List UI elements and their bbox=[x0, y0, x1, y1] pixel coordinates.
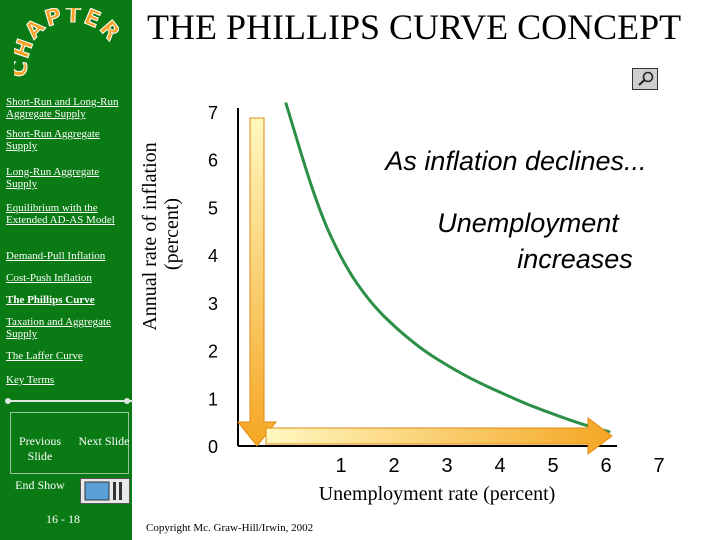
y-tick-label: 4 bbox=[208, 246, 218, 266]
y-axis-label: Annual rate of inflation (percent) bbox=[139, 137, 183, 330]
end-show-icon[interactable] bbox=[80, 478, 130, 504]
nav-item-taxation[interactable]: Taxation and Aggregate Supply bbox=[6, 316, 111, 340]
y-tick-label: 6 bbox=[208, 151, 218, 171]
nav-divider-dot-right bbox=[124, 398, 130, 404]
nav-item-cost-push[interactable]: Cost-Push Inflation bbox=[6, 272, 92, 284]
chapter-logo: CHAPTER bbox=[14, 8, 124, 79]
x-tick-label: 3 bbox=[441, 455, 452, 477]
slide-title: THE PHILLIPS CURVE CONCEPT bbox=[147, 7, 682, 47]
nav-divider-dot-left bbox=[5, 398, 11, 404]
x-tick-label: 2 bbox=[388, 455, 399, 477]
x-tick-label: 1 bbox=[335, 455, 346, 477]
y-tick-label: 2 bbox=[208, 342, 218, 362]
next-slide-button[interactable]: Next Slide bbox=[78, 434, 130, 448]
nav-item-short-long-run-as[interactable]: Short-Run and Long-Run Aggregate Supply bbox=[6, 96, 119, 120]
nav-item-laffer-curve[interactable]: The Laffer Curve bbox=[6, 350, 83, 362]
x-axis-label: Unemployment rate (percent) bbox=[319, 483, 556, 505]
nav-item-demand-pull[interactable]: Demand-Pull Inflation bbox=[6, 250, 106, 262]
annotation-unemployment-line2: increases bbox=[517, 244, 633, 274]
y-tick-label: 3 bbox=[208, 294, 218, 314]
svg-text:Annual rate of inflation (: Annual rate of inflation (percent) bbox=[139, 137, 183, 330]
y-axis-label-line2: (percent) bbox=[161, 198, 183, 270]
arrow-right-icon bbox=[265, 417, 613, 455]
nav-button-box bbox=[10, 412, 129, 474]
page-number: 16 - 18 bbox=[46, 512, 80, 526]
x-tick-label: 7 bbox=[653, 455, 664, 477]
previous-slide-button[interactable]: Previous Slide bbox=[19, 434, 61, 463]
sidebar: CHAPTER Short-Run and Long-Run Aggregate… bbox=[0, 0, 133, 540]
nav-item-phillips-curve[interactable]: The Phillips Curve bbox=[6, 294, 95, 306]
nav-item-long-run-as[interactable]: Long-Run Aggregate Supply bbox=[6, 166, 100, 190]
x-tick-label: 5 bbox=[547, 455, 558, 477]
nav-item-short-run-as[interactable]: Short-Run Aggregate Supply bbox=[6, 128, 100, 152]
x-tick-label: 4 bbox=[494, 455, 505, 477]
y-tick-label: 1 bbox=[208, 389, 218, 409]
nav-item-equilibrium[interactable]: Equilibrium with the Extended AD-AS Mode… bbox=[6, 202, 115, 226]
nav-item-key-terms[interactable]: Key Terms bbox=[6, 374, 55, 386]
copyright-text: Copyright Mc. Graw-Hill/Irwin, 2002 bbox=[146, 522, 314, 534]
magnifier-icon[interactable] bbox=[632, 68, 658, 90]
annotation-inflation-declines: As inflation declines... bbox=[383, 146, 646, 176]
end-show-button[interactable]: End Show bbox=[15, 478, 65, 492]
phillips-curve-line bbox=[284, 102, 611, 434]
y-tick-label: 5 bbox=[208, 198, 218, 218]
annotation-unemployment-line1: Unemployment bbox=[437, 208, 620, 238]
y-tick-label: 0 bbox=[208, 437, 218, 457]
nav-divider bbox=[8, 400, 133, 402]
x-tick-label: 6 bbox=[600, 455, 611, 477]
arrow-down-icon bbox=[236, 117, 278, 447]
y-tick-label: 7 bbox=[208, 103, 218, 123]
y-axis-label-line1: Annual rate of inflation bbox=[139, 142, 161, 330]
